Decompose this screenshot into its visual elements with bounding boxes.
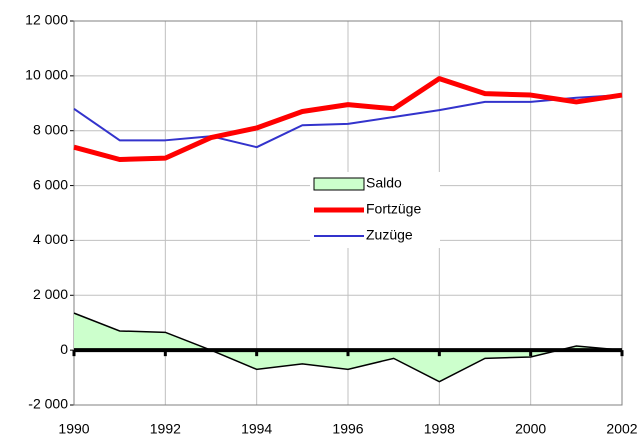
- area-line: [73, 312, 623, 383]
- y-tick-label: 12 000: [25, 12, 68, 28]
- legend-label: Zuzüge: [366, 227, 413, 243]
- y-tick-label: 0: [60, 341, 68, 357]
- line: [73, 94, 623, 149]
- line: [73, 76, 623, 163]
- y-tick-label: 4 000: [33, 231, 68, 247]
- legend-label: Saldo: [366, 175, 402, 191]
- x-tick-label: 1990: [58, 421, 89, 437]
- plot-border: [73, 20, 623, 406]
- legend-label: Fortzüge: [366, 201, 421, 217]
- x-tick-label: 2002: [606, 421, 637, 437]
- x-tick-label: 1996: [332, 421, 363, 437]
- area: [74, 313, 622, 382]
- x-tick-label: 1994: [241, 421, 272, 437]
- y-tick-label: -2 000: [28, 396, 68, 412]
- y-tick-label: 8 000: [33, 121, 68, 137]
- y-tick-label: 6 000: [33, 176, 68, 192]
- x-tick-label: 2000: [515, 421, 546, 437]
- legend-swatch: [313, 177, 365, 191]
- y-tick-label: 10 000: [25, 67, 68, 83]
- x-tick-label: 1992: [150, 421, 181, 437]
- legend: Saldo Fortzüge Zuzüge: [310, 172, 440, 248]
- x-tick-label: 1998: [424, 421, 455, 437]
- y-tick-label: 2 000: [33, 286, 68, 302]
